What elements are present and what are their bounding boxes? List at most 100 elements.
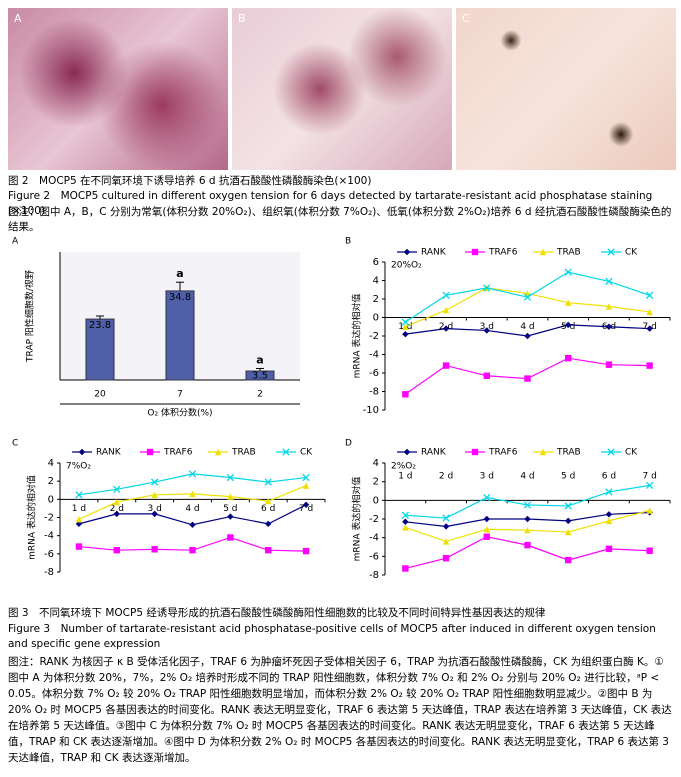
marker [442, 306, 450, 314]
marker [605, 545, 613, 553]
x-tick-label: 4 d [185, 504, 199, 514]
marker-stroke [523, 293, 532, 301]
y-tick-label: -8 [369, 570, 379, 581]
marker [645, 481, 654, 490]
marker [565, 528, 572, 536]
y-tick-label: -6 [369, 368, 379, 379]
y-tick-label: 4 [373, 458, 379, 469]
marker [442, 523, 450, 530]
x-tick-label: 4 d [520, 322, 534, 332]
marker [151, 510, 158, 518]
panel-label: D [345, 439, 352, 449]
x-tick-label: 3 d [480, 322, 494, 332]
marker [524, 332, 531, 340]
y-tick-label: -2 [44, 513, 54, 524]
marker [483, 493, 491, 502]
panel-label: B [238, 12, 246, 25]
marker [483, 526, 490, 533]
marker [189, 521, 196, 528]
legend-label: CK [625, 248, 638, 258]
photo: C [456, 8, 676, 170]
x-tick-label: 5 d [223, 504, 237, 514]
marker [442, 362, 450, 369]
marker [646, 308, 653, 316]
marker [646, 547, 653, 554]
marker [302, 482, 310, 489]
marker-stroke [523, 501, 532, 509]
marker [265, 497, 272, 505]
marker [605, 277, 613, 286]
marker [113, 547, 120, 554]
marker [442, 555, 450, 562]
legend-label: CK [300, 448, 313, 458]
marker [539, 248, 547, 256]
legend-label: TRAB [231, 448, 256, 458]
marker [524, 541, 531, 549]
panel-label: B [345, 237, 351, 247]
photo: A [8, 8, 228, 170]
marker [471, 448, 479, 456]
marker [524, 515, 531, 523]
x-tick-label: 5 d [561, 472, 575, 482]
significance: a [256, 353, 263, 366]
marker [150, 478, 159, 486]
marker-stroke [607, 248, 615, 256]
x-tick-label: 2 d [439, 472, 453, 482]
y-tick-label: -2 [369, 514, 379, 525]
x-tick-label: 3 d [480, 472, 494, 482]
marker [75, 491, 83, 499]
x-tick-label: 3 d [147, 504, 161, 514]
caption-en: Figure 2 MOCP5 cultured in different oxy… [8, 190, 653, 217]
marker [113, 510, 120, 518]
marker [539, 448, 547, 456]
marker [227, 513, 234, 520]
bar [165, 290, 195, 381]
marker [403, 248, 411, 256]
panel-label: C [462, 12, 470, 25]
y-axis-label: mRNA 表达的相对值 [351, 477, 363, 562]
marker [646, 507, 653, 514]
marker [442, 291, 450, 299]
marker [75, 516, 83, 523]
x-tick-label: 1 d [398, 472, 412, 482]
legend-label: TRAF6 [163, 448, 193, 458]
marker [265, 547, 272, 554]
marker-stroke [188, 470, 197, 478]
panel-label: A [12, 237, 19, 247]
bar [85, 318, 115, 381]
marker-stroke [442, 514, 450, 522]
marker-stroke [442, 291, 450, 299]
y-tick-label: -6 [44, 549, 54, 560]
y-tick-label: 0 [373, 313, 379, 324]
marker [564, 268, 572, 276]
marker [605, 361, 613, 368]
marker [282, 448, 290, 456]
y-tick-label: 2 [373, 294, 379, 305]
marker [442, 514, 450, 522]
marker [565, 321, 572, 329]
legend-label: RANK [96, 448, 122, 458]
legend-label: TRAB [556, 248, 581, 258]
marker [78, 448, 86, 456]
marker-stroke [564, 268, 572, 276]
marker [302, 547, 310, 555]
y-tick-label: 4 [373, 276, 379, 287]
y-axis-label: mRNA 表达的相对值 [351, 294, 363, 379]
y-axis-label: TRAP 阳性细胞数/视野 [24, 270, 36, 363]
panel-label: C [12, 439, 18, 449]
marker-stroke [113, 485, 121, 494]
caption-note: 图注：图中 A，B，C 分别为常氧(体积分数 20%O₂)、组织氧(体积分数 7… [8, 206, 672, 233]
x-tick-label: 6 d [261, 504, 275, 514]
y-tick-label: -8 [44, 567, 54, 578]
marker [214, 448, 222, 456]
marker [402, 330, 409, 338]
marker [401, 511, 410, 519]
x-tick-label: 2 [257, 390, 263, 400]
marker [402, 518, 409, 525]
marker-stroke [483, 493, 491, 502]
annotation: 2%O₂ [391, 462, 416, 472]
marker-stroke [645, 481, 654, 490]
legend-label: RANK [421, 248, 447, 258]
x-tick-label: 7 [177, 390, 183, 400]
y-tick-label: 6 [373, 257, 379, 268]
